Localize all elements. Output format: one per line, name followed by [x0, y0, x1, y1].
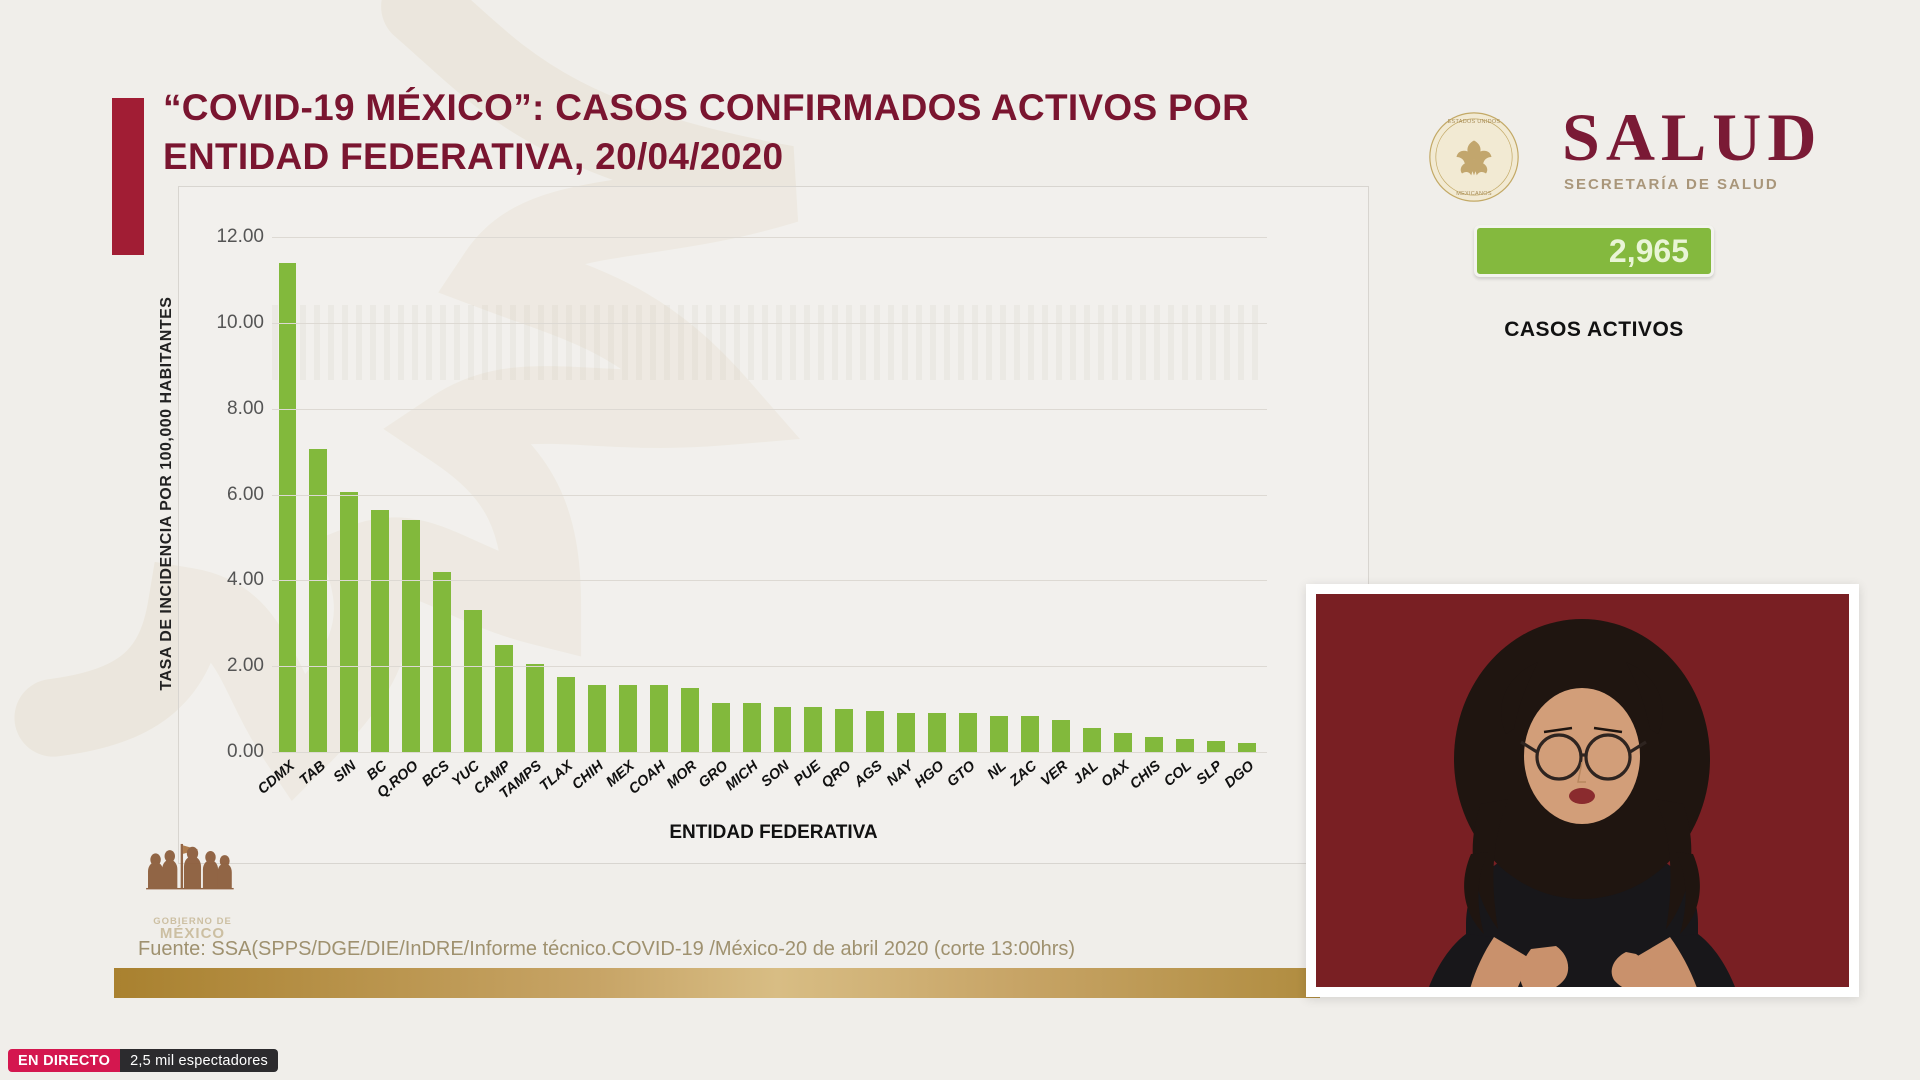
- svg-text:ESTADOS UNIDOS: ESTADOS UNIDOS: [1448, 119, 1501, 125]
- svg-text:MEXICANOS: MEXICANOS: [1456, 191, 1492, 197]
